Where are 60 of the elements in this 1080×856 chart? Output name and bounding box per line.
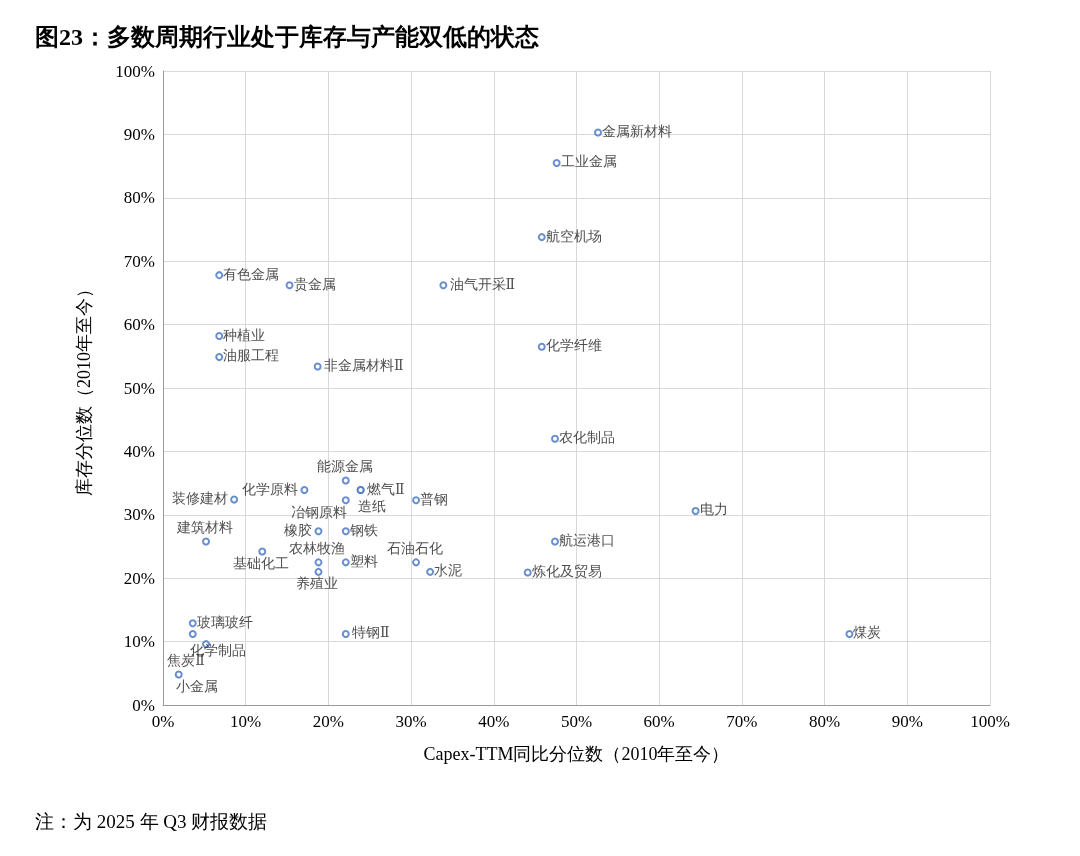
x-tick-label: 50% (560, 712, 593, 731)
series-label: 有色金属 (223, 266, 280, 282)
chart-title: 图23：多数周期行业处于库存与产能双低的状态 (35, 24, 539, 50)
y-tick-label: 20% (123, 568, 155, 588)
series-label: 贵金属 (293, 276, 336, 292)
x-tick-label: 80% (809, 712, 841, 731)
x-axis-title: Capex-TTM同比分位数（2010年至今） (423, 744, 730, 764)
y-tick-label: 60% (123, 315, 155, 335)
series-label: 航运港口 (559, 532, 615, 548)
x-tick-label: 10% (230, 712, 262, 731)
x-tick-label: 20% (312, 712, 344, 731)
y-axis-title: 库存分位数（2010年至今） (74, 280, 94, 496)
series-label: 石油石化 (387, 540, 444, 556)
y-tick-label: 0% (132, 695, 155, 715)
y-tick-label: 70% (123, 251, 155, 271)
series-label: 农林牧渔 (289, 540, 346, 556)
series-label: 基础化工 (233, 556, 290, 572)
x-tick-label: 0% (151, 712, 175, 731)
series-label: 炼化及贸易 (531, 563, 602, 579)
x-tick-label: 70% (726, 712, 758, 731)
y-tick-label: 90% (123, 124, 155, 144)
series-label: 非金属材料Ⅱ (323, 357, 404, 373)
y-tick-label: 80% (123, 188, 155, 208)
series-label: 造纸 (357, 499, 386, 515)
series-label: 玻璃玻纤 (196, 614, 253, 630)
series-label: 特钢Ⅱ (352, 625, 390, 641)
series-label: 煤炭 (853, 625, 882, 641)
x-tick-label: 40% (478, 712, 510, 731)
series-label: 钢铁 (348, 522, 378, 538)
x-tick-label: 60% (643, 712, 675, 731)
series-label: 电力 (699, 502, 728, 518)
series-label: 燃气Ⅱ (366, 481, 405, 497)
series-label: 装修建材 (172, 491, 229, 507)
series-label: 能源金属 (316, 459, 373, 475)
series-label: 化学纤维 (545, 338, 602, 354)
y-tick-label: 100% (115, 61, 155, 81)
series-label: 种植业 (223, 327, 266, 343)
series-label: 化学原料 (242, 481, 299, 497)
series-label: 农化制品 (559, 430, 615, 446)
series-label: 小金属 (175, 679, 218, 695)
series-label: 工业金属 (560, 154, 617, 170)
series-label: 航空机场 (545, 228, 602, 244)
y-tick-label: 40% (123, 441, 155, 461)
x-tick-label: 90% (891, 712, 923, 731)
y-tick-label: 10% (123, 632, 155, 652)
series-label: 水泥 (434, 563, 463, 579)
series-label: 金属新材料 (602, 124, 672, 139)
series-label: 油气开采Ⅱ (449, 276, 516, 292)
series-label: 普钢 (420, 490, 449, 507)
y-tick-label: 50% (123, 378, 155, 398)
y-tick-label: 30% (123, 505, 155, 525)
series-label: 油服工程 (223, 348, 280, 364)
x-tick-label: 30% (395, 712, 427, 731)
series-label: 冶钢原料 (290, 504, 347, 520)
series-label: 塑料 (349, 553, 378, 569)
x-tick-label: 100% (970, 712, 1010, 731)
series-label: 养殖业 (296, 576, 339, 592)
text: 注：为 2025 年 Q3 财报数据 (35, 811, 268, 832)
series-label: 建筑材料 (176, 519, 233, 535)
series-label: 橡胶 (284, 522, 313, 538)
